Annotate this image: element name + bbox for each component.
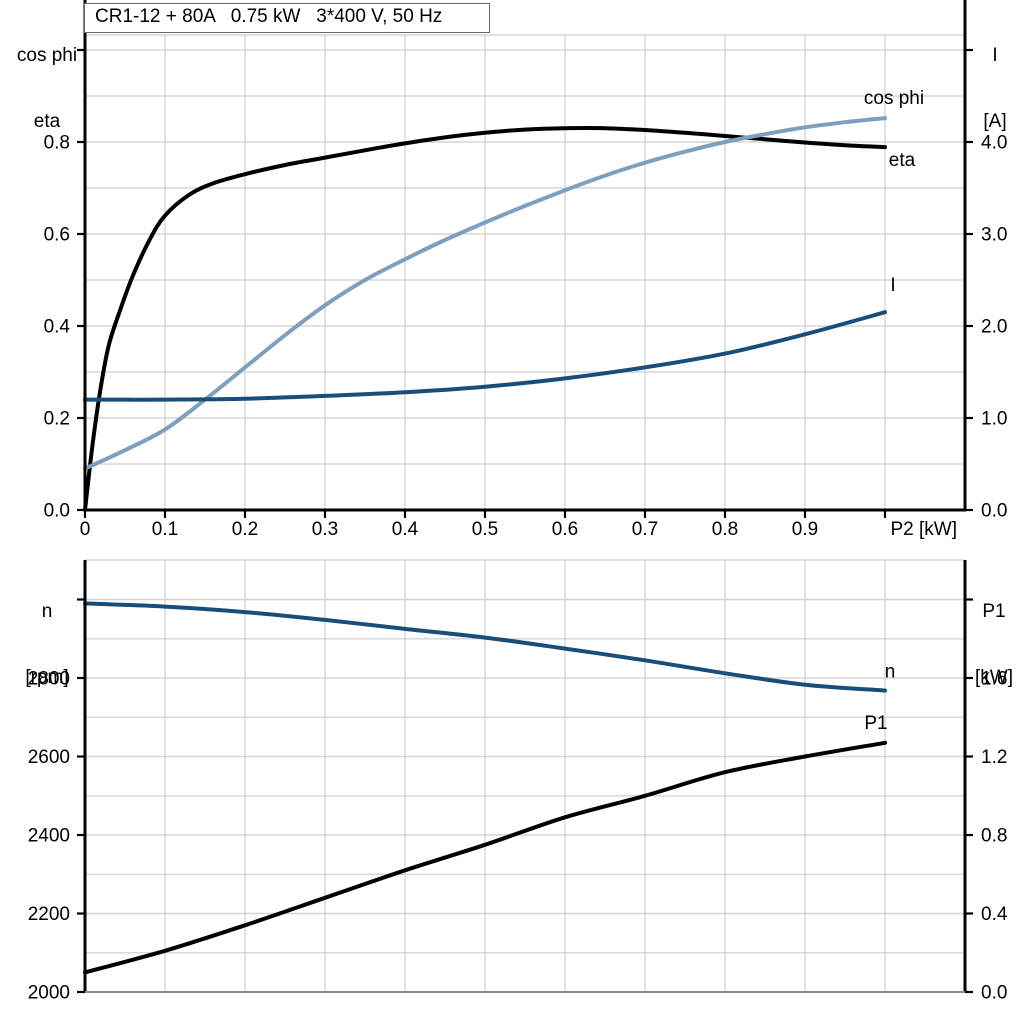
- x-axis-tick-label: 0.3: [312, 519, 338, 540]
- x-axis-tick-label: 0.9: [792, 519, 818, 540]
- chart-2-gridlines: [85, 559, 965, 992]
- n-curve: [83, 601, 887, 693]
- top-chart-left-axis-title: cos phi eta: [16, 1, 78, 177]
- right-axis-tick-label: 2.0: [981, 317, 1007, 338]
- x-axis-tick-label: 0.5: [472, 519, 498, 540]
- eta-curve-label: eta: [889, 150, 916, 171]
- p1-curve: [83, 740, 887, 975]
- right-axis-tick-label: 4.0: [981, 133, 1007, 154]
- axis-title-line: [kW]: [975, 667, 1013, 688]
- axis-title-line: cos phi: [16, 45, 78, 66]
- left-axis-tick-label: 0.6: [44, 225, 70, 246]
- right-axis-tick-label: 0.4: [981, 904, 1008, 925]
- axis-title-line: [rpm]: [25, 667, 69, 688]
- cos-phi-curve: [83, 116, 887, 471]
- axis-title-line: I: [992, 45, 998, 66]
- right-axis-tick-label: 0.0: [981, 501, 1007, 522]
- x-axis-tick-label: 0.2: [232, 519, 258, 540]
- cos-phi-curve-label: cos phi: [864, 88, 924, 109]
- right-axis-tick-label: 1.0: [981, 409, 1007, 430]
- chart-title-box: CR1-12 + 80A 0.75 kW 3*400 V, 50 Hz: [84, 3, 490, 33]
- axis-title-line: [A]: [983, 111, 1007, 132]
- x-axis-tick-label: 0.8: [712, 519, 738, 540]
- left-axis-tick-label: 2400: [28, 826, 70, 847]
- x-axis-unit-label: P2 [kW]: [890, 519, 957, 540]
- left-axis-tick-label: 2000: [28, 983, 70, 1004]
- right-axis-tick-label: 3.0: [981, 225, 1007, 246]
- left-axis-tick-label: 0.8: [44, 133, 70, 154]
- i-curve-label: I: [890, 275, 895, 296]
- top-chart-right-axis-title: I [A]: [972, 1, 1018, 177]
- axis-title-line: eta: [33, 111, 61, 132]
- i-curve: [83, 310, 887, 402]
- x-axis-tick-label: 0.4: [392, 519, 419, 540]
- left-axis-tick-label: 2600: [28, 747, 70, 768]
- right-axis-tick-label: 1.2: [981, 747, 1007, 768]
- right-axis-tick-label: 0.0: [981, 983, 1007, 1004]
- chart-1-gridlines: [85, 34, 965, 510]
- left-axis-tick-label: 2800: [28, 669, 70, 690]
- axis-title-line: P1: [982, 601, 1006, 622]
- left-axis-tick-label: 0.4: [44, 317, 71, 338]
- x-axis-tick-label: 0.1: [152, 519, 178, 540]
- n-curve-label: n: [885, 662, 896, 683]
- p1-curve-label: P1: [864, 713, 887, 734]
- x-axis-tick-label: 0: [80, 519, 91, 540]
- right-axis-tick-label: 0.8: [981, 826, 1007, 847]
- bottom-chart-left-axis-title: n [rpm]: [16, 557, 78, 733]
- chart-1-axes: 0.0 0.2 0.4 0.6 0.8 0.0 1.0 2.0 3.0 4.0 0 0.1 0.2 0.3…: [44, 0, 1007, 540]
- x-axis-tick-label: 0.6: [552, 519, 578, 540]
- bottom-chart-right-axis-title: P1 [kW]: [968, 557, 1020, 733]
- left-axis-tick-label: 0.0: [44, 501, 70, 522]
- eta-curve: [83, 126, 887, 512]
- right-axis-tick-label: 1.6: [981, 669, 1007, 690]
- chart-2-axes: 2000 2200 2400 2600 2800 0.0 0.4 0.8 1.2 1.6: [28, 560, 1008, 1004]
- x-axis-tick-label: 0.7: [632, 519, 658, 540]
- left-axis-tick-label: 2200: [28, 904, 70, 925]
- axis-title-line: n: [41, 601, 53, 622]
- left-axis-tick-label: 0.2: [44, 409, 70, 430]
